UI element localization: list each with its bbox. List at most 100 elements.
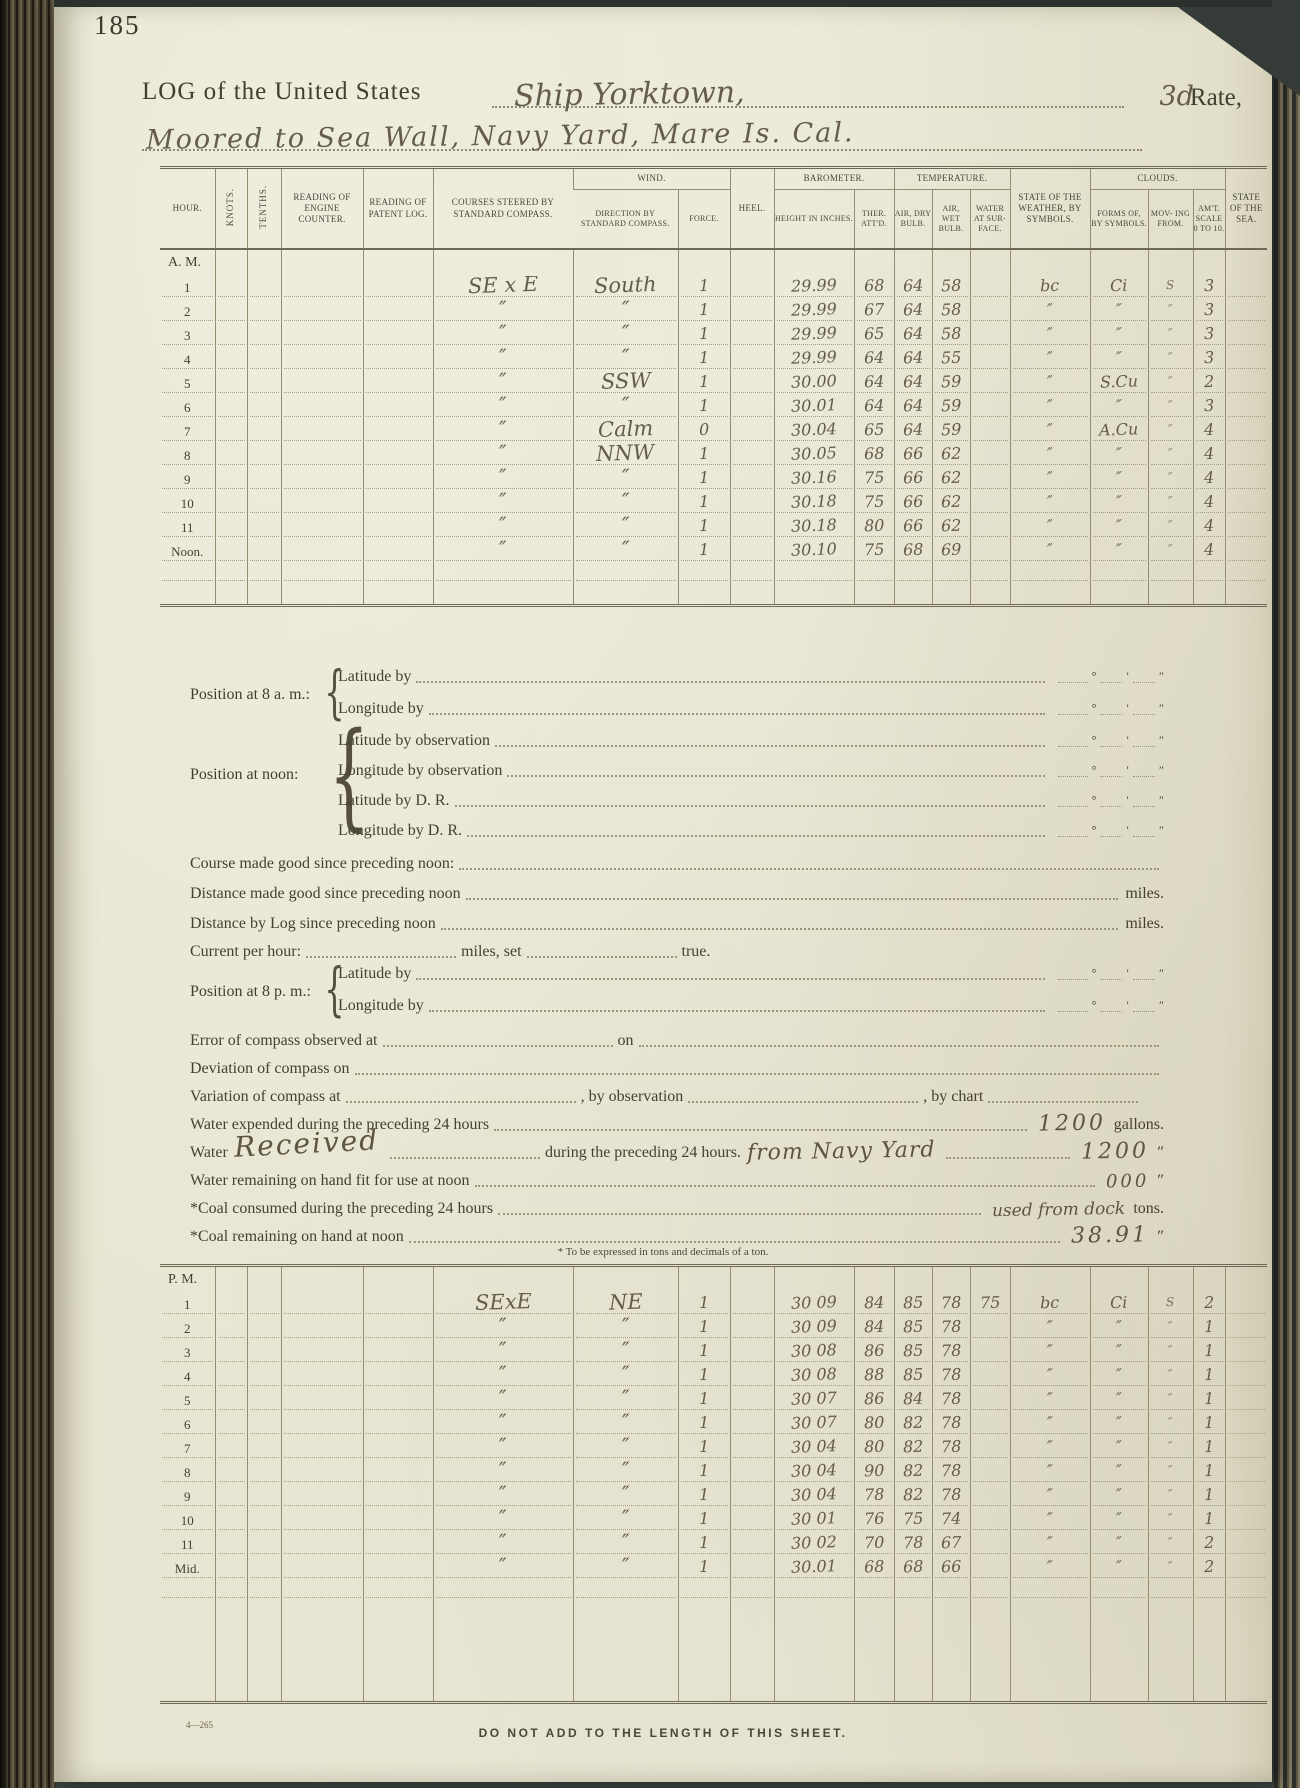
water-expended-line: Water expended during the preceding 24 h… xyxy=(190,1110,1164,1136)
heel-cell xyxy=(729,1341,774,1365)
dms-slots: ° ′ ″ xyxy=(1057,823,1164,840)
col-state-of-weather: STATE OF THE WEATHER, BY SYMBOLS. xyxy=(1009,167,1091,249)
patent-log-cell xyxy=(362,516,433,540)
water-surface-cell xyxy=(969,1509,1010,1533)
cloud-amount-handwritten: 1 xyxy=(1203,1389,1215,1408)
sea-state-cell xyxy=(1224,1461,1267,1485)
wind-force-cell: 1 xyxy=(677,1437,730,1461)
cloud-amount-cell: 4 xyxy=(1192,420,1226,444)
weather-symbols-cell: bc xyxy=(1009,276,1091,300)
ther-attached-cell: 68 xyxy=(853,1557,894,1581)
tenths-cell xyxy=(246,1365,281,1389)
cloud-forms-handwritten: ″ xyxy=(1115,396,1123,415)
wind-direction-cell: ″ xyxy=(572,324,678,348)
wind-direction-cell: ″ xyxy=(572,1509,678,1533)
barometer-height-cell: 30.01 xyxy=(773,1557,854,1581)
tenths-cell xyxy=(246,492,281,516)
cloud-moving-handwritten: ″ xyxy=(1168,349,1174,365)
tenths-cell xyxy=(246,444,281,468)
weather-symbols-cell: ″ xyxy=(1009,516,1091,540)
dms-slots: ° ′ ″ xyxy=(1057,793,1164,810)
hour-cell: 9 xyxy=(160,1485,215,1509)
patent-log-cell xyxy=(362,1557,433,1581)
sea-state-cell xyxy=(1224,348,1268,372)
wet-bulb-cell: 78 xyxy=(931,1437,970,1461)
barometer-height-cell: 30.10 xyxy=(773,540,854,564)
course-handwritten: ″ xyxy=(498,300,508,322)
wind-direction-cell: ″ xyxy=(572,1437,678,1461)
course-handwritten: ″ xyxy=(498,540,508,562)
dotted-leader xyxy=(428,1009,1045,1012)
cloud-amount-cell: 3 xyxy=(1192,348,1226,372)
ther-attached-cell: 80 xyxy=(853,1413,894,1437)
cloud-forms-handwritten: ″ xyxy=(1115,1509,1123,1528)
compass-deviation-line: Deviation of compass on xyxy=(190,1056,1164,1078)
patent-log-cell xyxy=(362,1509,433,1533)
barometer-height-cell: 30.16 xyxy=(773,468,854,492)
course-cell: ″ xyxy=(432,1485,573,1509)
cloud-forms-cell: ″ xyxy=(1089,324,1149,348)
heel-cell xyxy=(729,348,774,372)
ditto-unit: ″ xyxy=(1157,1228,1164,1245)
cloud-forms-handwritten: ″ xyxy=(1115,1341,1123,1360)
sea-state-cell xyxy=(1224,372,1268,396)
engine-counter-cell xyxy=(280,1389,363,1413)
dry-bulb-cell: 68 xyxy=(893,1557,932,1581)
wind-force-cell: 1 xyxy=(677,1317,730,1341)
course-handwritten: ″ xyxy=(498,1413,508,1435)
water-remaining-line: Water remaining on hand fit for use at n… xyxy=(190,1168,1164,1193)
dotted-leader xyxy=(459,867,1159,870)
ther-attached-cell: 68 xyxy=(853,276,895,300)
weather-symbols-cell: ″ xyxy=(1009,1341,1090,1365)
col-state-of-sea: STATE OF THE SEA. xyxy=(1224,167,1268,249)
ther-handwritten: 75 xyxy=(863,468,885,487)
tenths-cell xyxy=(246,1557,281,1581)
dotted-leader xyxy=(988,1100,1139,1103)
tenths-cell xyxy=(246,372,281,396)
brace-8am: { xyxy=(324,658,345,726)
tenths-cell xyxy=(246,324,281,348)
dry-bulb-cell: 78 xyxy=(893,1533,932,1557)
water-surface-cell xyxy=(969,348,1011,372)
lon-by-label: Longitude by xyxy=(338,997,424,1014)
water-received-value: 1200 xyxy=(1081,1138,1150,1165)
tenths-cell xyxy=(246,1341,281,1365)
knots-cell xyxy=(214,540,247,564)
miles-unit: miles. xyxy=(1125,885,1164,902)
tenths-cell xyxy=(246,1485,281,1509)
wind-direction-handwritten: Calm xyxy=(597,420,654,442)
heel-cell xyxy=(729,492,774,516)
dotted-leader xyxy=(389,1156,540,1159)
ther-handwritten: 86 xyxy=(863,1341,885,1360)
dry-bulb-cell: 84 xyxy=(893,1389,932,1413)
cloud-amount-cell: 2 xyxy=(1192,372,1226,396)
wind-force-handwritten: 1 xyxy=(698,540,710,559)
engine-counter-cell xyxy=(280,1485,363,1509)
barometer-height-cell: 30 07 xyxy=(773,1389,854,1413)
ther-attached-cell: 67 xyxy=(853,300,895,324)
by-observation-label: , by observation xyxy=(580,1088,684,1105)
lat-obs-label: Latitude by observation xyxy=(338,732,490,749)
patent-log-cell xyxy=(362,420,433,444)
page-number: 185 xyxy=(94,10,141,40)
wind-direction-handwritten: ″ xyxy=(621,516,630,538)
cloud-moving-handwritten: ″ xyxy=(1168,1462,1173,1478)
engine-counter-cell xyxy=(280,396,363,420)
cloud-forms-cell: ″ xyxy=(1089,300,1149,324)
ther-handwritten: 64 xyxy=(863,372,885,391)
pm-log-table: P. M. 1 SExE NE 1 30 09 xyxy=(160,1264,1267,1704)
patent-log-cell xyxy=(362,444,433,468)
patent-log-cell xyxy=(362,324,433,348)
wind-direction-cell: ″ xyxy=(572,540,678,564)
course-handwritten: ″ xyxy=(498,1485,508,1507)
heel-cell xyxy=(729,468,774,492)
course-handwritten: ″ xyxy=(498,1461,508,1483)
hour-cell: 7 xyxy=(160,1437,215,1461)
dry-bulb-cell: 64 xyxy=(893,420,933,444)
lon-by-label: Longitude by xyxy=(338,700,424,717)
current-label: Current per hour: xyxy=(190,943,302,960)
barometer-handwritten: 30 02 xyxy=(790,1533,838,1553)
wet-bulb-handwritten: 62 xyxy=(940,516,962,535)
cloud-moving-cell: ″ xyxy=(1147,1317,1193,1341)
dotted-leader xyxy=(507,774,1045,777)
